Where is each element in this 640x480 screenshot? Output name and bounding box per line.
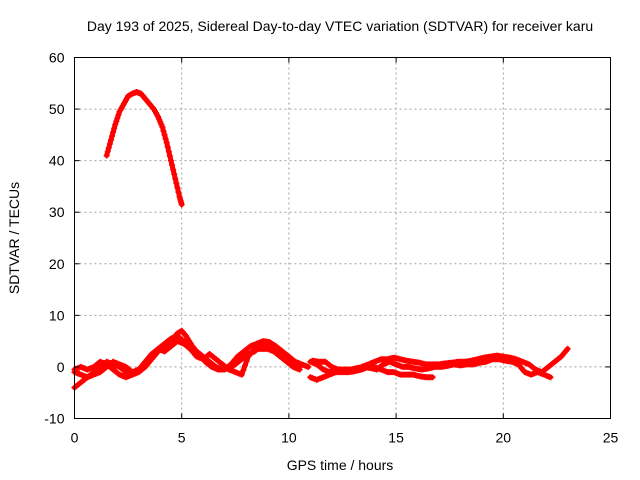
data-point [103, 152, 110, 159]
data-point [170, 166, 177, 173]
data-point [113, 118, 120, 125]
data-point [110, 129, 117, 136]
data-point [106, 140, 113, 147]
data-point [104, 148, 111, 155]
data-point [112, 121, 119, 128]
x-tick-label: 10 [281, 430, 297, 446]
data-point [169, 162, 176, 169]
y-tick-label: -10 [44, 411, 64, 427]
data-point [166, 153, 173, 160]
y-tick-label: 40 [49, 153, 65, 169]
data-point [243, 358, 250, 365]
series-high-arc [103, 89, 185, 208]
tick-layer: 0 5 10 15 20 25 -10 0 10 20 30 40 50 60 [44, 50, 618, 446]
chart-title: Day 193 of 2025, Sidereal Day-to-day VTE… [87, 18, 593, 34]
series-track-a [71, 327, 312, 391]
data-point [165, 148, 172, 155]
y-tick-label: 50 [49, 101, 65, 117]
data-point [161, 131, 168, 138]
x-tick-label: 0 [71, 430, 79, 446]
data-point [429, 374, 436, 381]
data-point [238, 371, 245, 378]
data-point [164, 144, 171, 151]
plot-frame [74, 57, 611, 419]
series-track-f [309, 356, 554, 381]
x-tick-label: 25 [603, 430, 619, 446]
data-point [564, 345, 571, 352]
series-trace [72, 328, 311, 391]
data-point [172, 175, 179, 182]
data-point [178, 201, 185, 208]
data-point [107, 137, 114, 144]
data-point [115, 111, 122, 118]
data-layer [71, 89, 571, 391]
data-point [175, 189, 182, 196]
series-track-c [71, 332, 303, 381]
data-point [167, 157, 174, 164]
y-tick-label: 60 [49, 50, 65, 66]
data-point [173, 180, 180, 187]
y-tick-label: 0 [57, 359, 65, 375]
data-point [171, 171, 178, 178]
data-point [174, 184, 181, 191]
x-tick-label: 20 [496, 430, 512, 446]
data-point [296, 366, 303, 373]
data-point [109, 133, 116, 140]
y-tick-label: 10 [49, 307, 65, 323]
data-point [105, 144, 112, 151]
data-point [241, 362, 248, 369]
x-axis-label: GPS time / hours [287, 457, 394, 473]
data-point [163, 139, 170, 146]
y-tick-label: 30 [49, 204, 65, 220]
data-point [240, 367, 247, 374]
data-point [162, 135, 169, 142]
data-point [111, 125, 118, 132]
y-axis-label: SDTVAR / TECUs [6, 182, 22, 294]
x-tick-label: 15 [388, 430, 404, 446]
data-point [305, 363, 312, 370]
x-tick-label: 5 [178, 430, 186, 446]
data-point [114, 115, 121, 122]
data-point [160, 127, 167, 134]
data-point [159, 124, 166, 131]
y-tick-label: 20 [49, 256, 65, 272]
data-point [547, 374, 554, 381]
